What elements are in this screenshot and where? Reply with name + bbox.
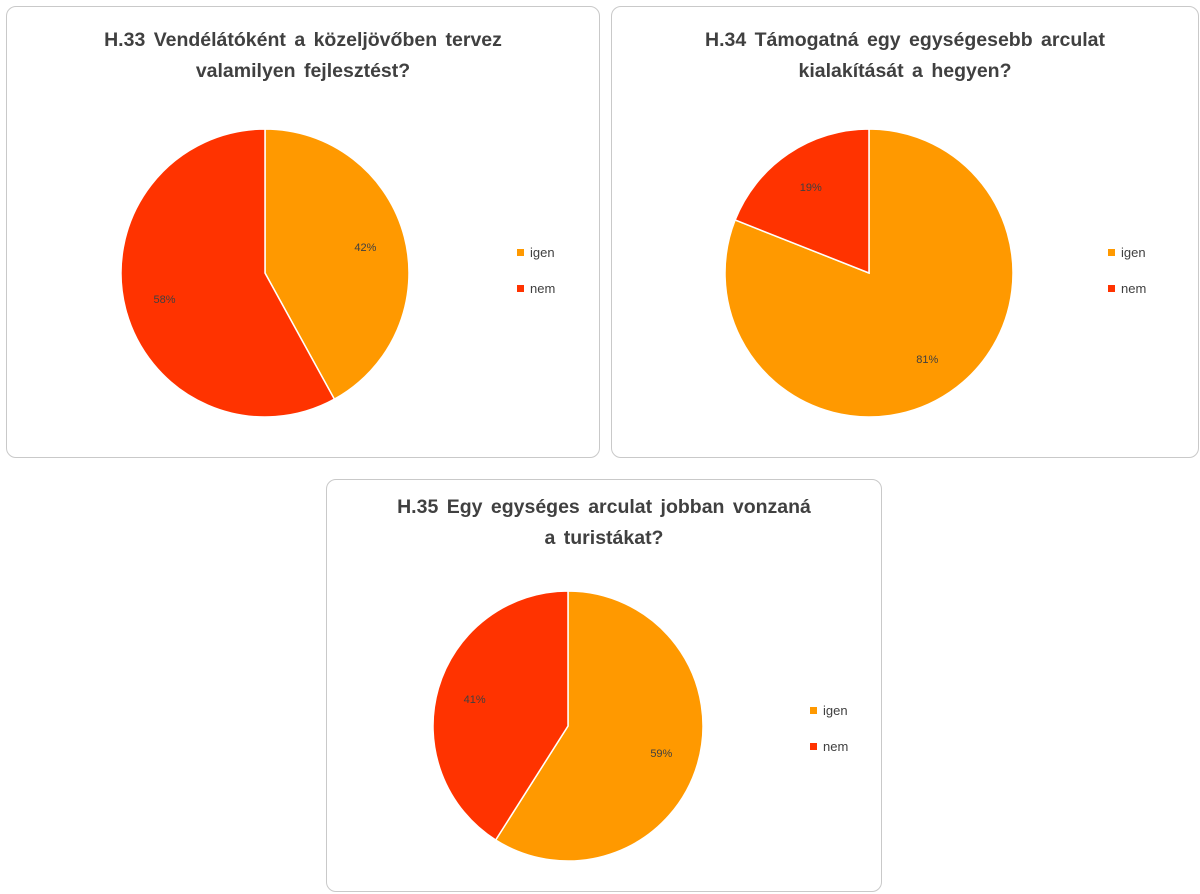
pie-plot: 59% 41% [432,590,704,862]
pie-slice-nem [734,128,870,275]
legend-item-nem: nem [1108,279,1146,297]
legend-label: igen [823,702,848,718]
legend-swatch [810,742,817,750]
chart-title: H.34 Támogatná egy egységesebb arculat k… [705,29,1105,82]
legend-label: nem [823,738,849,754]
chart-title: H.35 Egy egységes arculat jobban vonzaná… [397,496,811,549]
pie-chart-h35: H.35 Egy egységes arculat jobban vonzaná… [326,479,882,892]
legend-swatch [810,706,817,714]
pie-plot: 42% 58% [120,128,410,418]
slice-data-label: 41% [464,694,486,706]
legend-swatch [517,248,524,256]
legend-swatch [1108,248,1115,256]
chart-title: H.33 Vendélátóként a közeljövőben tervez… [104,29,502,82]
pie-chart-h34: H.34 Támogatná egy egységesebb arculat k… [611,6,1199,458]
chart-legend: igen nem [810,701,848,773]
legend-item-nem: nem [810,737,848,755]
legend-label: nem [1121,280,1147,296]
pie-plot: 81% 19% [724,128,1014,418]
slice-data-label: 59% [650,748,672,760]
legend-item-igen: igen [810,701,848,719]
legend-item-nem: nem [517,279,555,297]
pie-slice-nem [120,128,336,418]
legend-label: igen [530,244,555,260]
slice-data-label: 58% [154,294,176,306]
chart-legend: igen nem [517,243,555,315]
pie-slice-igen [494,590,704,862]
slice-data-label: 42% [354,242,376,254]
legend-swatch [1108,284,1115,292]
legend-item-igen: igen [1108,243,1146,261]
legend-swatch [517,284,524,292]
pie-slice-igen [264,128,410,401]
chart-legend: igen nem [1108,243,1146,315]
pie-chart-h33: H.33 Vendélátóként a közeljövőben tervez… [6,6,600,458]
legend-label: nem [530,280,556,296]
legend-label: igen [1121,244,1146,260]
slice-data-label: 19% [800,182,822,194]
pie-slice-nem [432,590,569,842]
legend-item-igen: igen [517,243,555,261]
slice-data-label: 81% [916,354,938,366]
